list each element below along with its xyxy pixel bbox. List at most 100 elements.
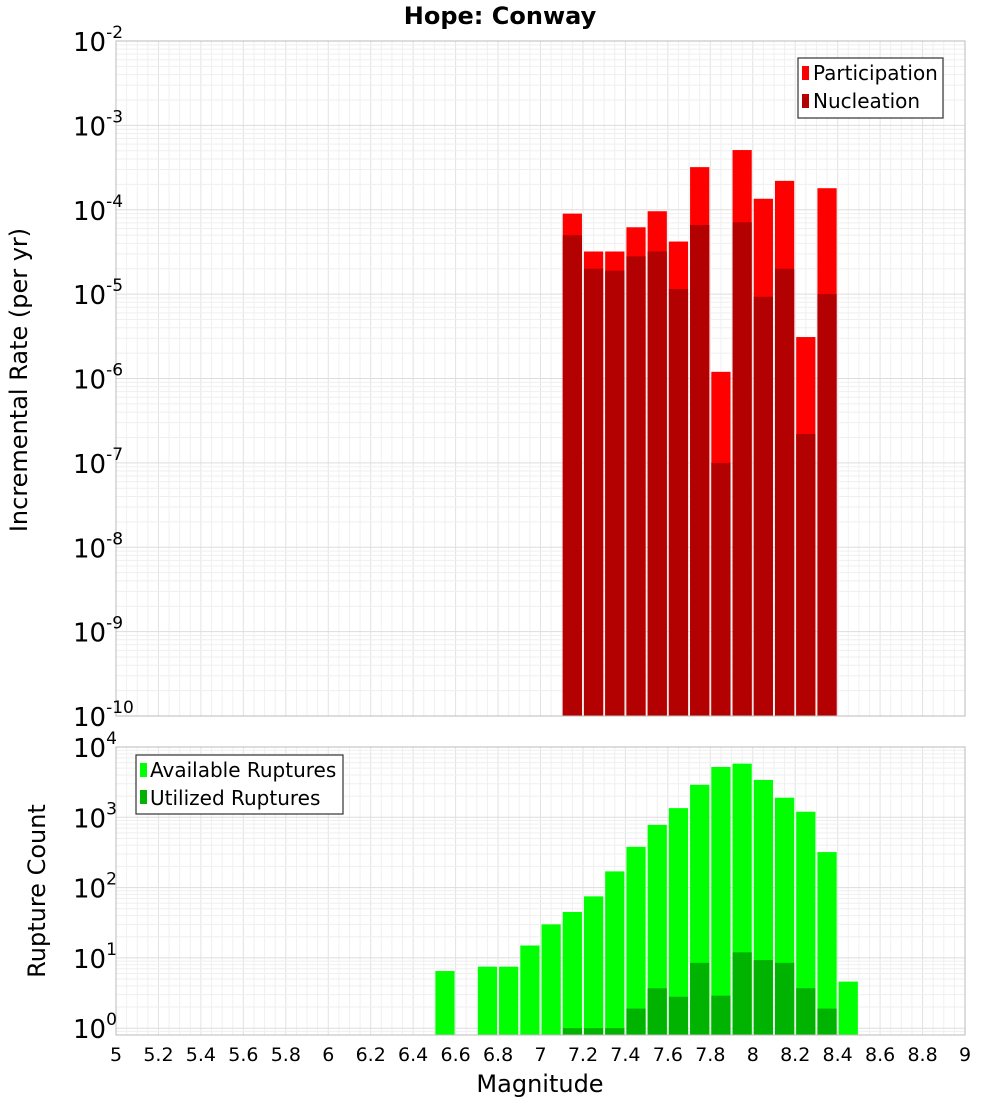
- count-bar-available-ruptures: [796, 811, 816, 1035]
- legend-swatch-participation: [802, 66, 809, 80]
- rate-bar-nucleation: [732, 222, 752, 716]
- rate-bar-nucleation: [626, 256, 646, 716]
- legend-swatch-available: [140, 763, 147, 777]
- top-y-tick-label: 10-4: [73, 192, 123, 227]
- count-bar-utilized-ruptures: [626, 1008, 646, 1035]
- legend-label-utilized: Utilized Ruptures: [150, 786, 320, 810]
- count-bar-utilized-ruptures: [774, 962, 795, 1035]
- bottom-y-ticks: 100 101 102 103 104: [73, 729, 117, 1045]
- x-tick-label: 7.2: [568, 1044, 598, 1066]
- count-bar-utilized-ruptures: [796, 988, 816, 1035]
- rate-bar-nucleation: [753, 296, 773, 716]
- x-tick-label: 8.6: [865, 1044, 895, 1066]
- count-bar-utilized-ruptures: [605, 1028, 625, 1035]
- count-bar-utilized-ruptures: [753, 960, 773, 1035]
- count-bar-available-ruptures: [477, 966, 498, 1035]
- legend-swatch-nucleation: [802, 94, 809, 108]
- x-tick-label: 6.2: [356, 1044, 386, 1066]
- rate-bar-nucleation: [796, 433, 816, 716]
- legend-label-available: Available Ruptures: [150, 758, 336, 782]
- count-bar-available-ruptures: [817, 852, 837, 1035]
- legend-label-participation: Participation: [813, 61, 938, 85]
- rate-bar-nucleation: [711, 462, 731, 716]
- x-tick-label: 7.8: [695, 1044, 725, 1066]
- rate-bar-nucleation: [562, 235, 582, 716]
- count-bar-available-ruptures: [838, 981, 858, 1035]
- rate-bar-nucleation: [583, 268, 604, 716]
- count-bar-available-ruptures: [541, 924, 561, 1035]
- x-tick-label: 5: [110, 1044, 122, 1066]
- count-bar-utilized-ruptures: [732, 952, 752, 1035]
- rate-bar-nucleation: [647, 251, 667, 716]
- chart-title: Hope: Conway: [404, 2, 597, 30]
- bottom-y-tick-label: 102: [73, 870, 117, 905]
- count-bar-available-ruptures: [583, 896, 604, 1035]
- x-tick-label: 6.6: [440, 1044, 470, 1066]
- bottom-y-tick-label: 104: [73, 729, 117, 764]
- count-bar-available-ruptures: [435, 971, 455, 1035]
- bottom-legend-box: [135, 754, 344, 815]
- x-tick-label: 8.2: [780, 1044, 810, 1066]
- x-tick-label: 8: [747, 1044, 759, 1066]
- count-bar-available-ruptures: [668, 808, 689, 1035]
- x-tick-label: 6.8: [483, 1044, 513, 1066]
- x-tick-label: 7.6: [653, 1044, 683, 1066]
- x-tick-label: 5.4: [186, 1044, 216, 1066]
- rate-bar-nucleation: [605, 270, 625, 716]
- count-bar-utilized-ruptures: [711, 995, 731, 1035]
- x-tick-label: 7.4: [610, 1044, 640, 1066]
- x-tick-label: 8.4: [823, 1044, 853, 1066]
- bottom-plot-frame: [115, 746, 966, 1036]
- rate-bar-nucleation: [690, 224, 710, 716]
- count-bar-utilized-ruptures: [817, 1008, 837, 1035]
- bottom-bars: [435, 763, 858, 1035]
- x-tick-label: 5.2: [143, 1044, 173, 1066]
- top-y-tick-label: 10-10: [73, 698, 134, 733]
- top-y-tick-label: 10-7: [73, 445, 123, 480]
- x-tick-label: 8.8: [907, 1044, 937, 1066]
- top-y-ticks: 10-10 10-9 10-8 10-7 10-6 10-5 10-4 10-3 10-2: [73, 23, 134, 733]
- x-tick-label: 9: [959, 1044, 971, 1066]
- x-ticks: 5 5.2 5.4 5.6 5.8 6 6.2 6.4 6.6 6.8 7 7.2 7.4 7.6 7.8 8…: [110, 1044, 971, 1066]
- top-y-tick-label: 10-2: [73, 23, 123, 58]
- count-bar-available-ruptures: [605, 871, 625, 1035]
- x-tick-label: 5.6: [228, 1044, 258, 1066]
- legend-label-nucleation: Nucleation: [813, 89, 920, 113]
- x-axis-label: Magnitude: [476, 1070, 603, 1098]
- top-y-tick-label: 10-8: [73, 529, 123, 564]
- x-tick-label: 6: [322, 1044, 334, 1066]
- bottom-y-tick-label: 101: [73, 940, 117, 975]
- top-y-tick-label: 10-6: [73, 361, 123, 396]
- count-bar-available-ruptures: [520, 945, 540, 1035]
- top-legend: Participation Nucleation: [797, 57, 944, 119]
- x-tick-label: 5.8: [271, 1044, 301, 1066]
- bottom-legend: Available Ruptures Utilized Ruptures: [135, 754, 344, 815]
- count-bar-utilized-ruptures: [668, 996, 689, 1035]
- count-bar-available-ruptures: [626, 846, 646, 1035]
- top-bars: [562, 150, 837, 717]
- top-plot-frame: [115, 40, 966, 717]
- count-bar-available-ruptures: [562, 911, 582, 1035]
- count-bar-available-ruptures: [499, 966, 519, 1035]
- top-grid: [115, 40, 966, 717]
- count-bar-utilized-ruptures: [647, 988, 667, 1035]
- legend-swatch-utilized: [140, 790, 147, 804]
- count-bar-utilized-ruptures: [562, 1028, 582, 1035]
- top-y-axis-label: Incremental Rate (per yr): [5, 228, 33, 532]
- rate-bar-nucleation: [817, 294, 837, 716]
- top-y-tick-label: 10-9: [73, 614, 123, 649]
- count-bar-utilized-ruptures: [690, 962, 710, 1035]
- rate-bar-nucleation: [774, 268, 795, 716]
- bottom-y-tick-label: 103: [73, 799, 117, 834]
- top-y-tick-label: 10-5: [73, 276, 123, 311]
- bottom-y-axis-label: Rupture Count: [23, 804, 51, 978]
- count-bar-utilized-ruptures: [583, 1028, 604, 1035]
- count-bar-available-ruptures: [711, 766, 731, 1035]
- x-tick-label: 6.4: [398, 1044, 428, 1066]
- x-tick-label: 7: [534, 1044, 546, 1066]
- top-y-tick-label: 10-3: [73, 107, 123, 142]
- count-bar-available-ruptures: [647, 824, 667, 1035]
- rate-bar-nucleation: [668, 289, 689, 716]
- bottom-y-tick-label: 100: [73, 1010, 117, 1045]
